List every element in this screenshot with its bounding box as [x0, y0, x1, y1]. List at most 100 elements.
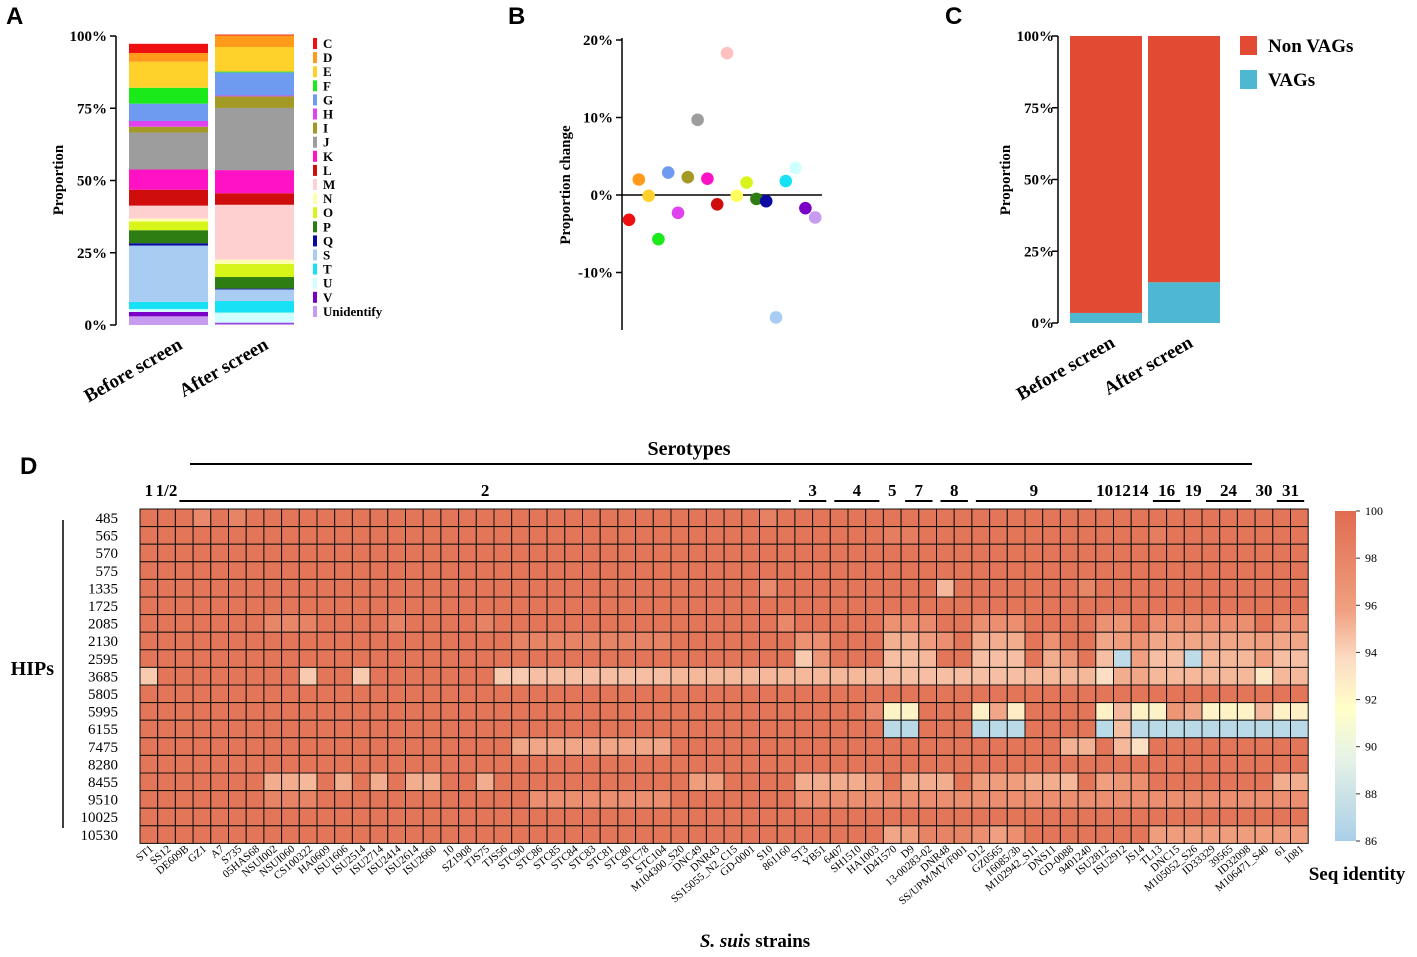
d-cell-485-gd-0001: [741, 508, 760, 528]
a-bar-segment-f: [215, 71, 294, 73]
d-column-label: GZ1: [186, 843, 209, 865]
b-point-f: [652, 232, 665, 246]
d-cell-10025-ss-upm-my-f001: [953, 807, 973, 827]
d-cell-8455-stc85: [546, 772, 566, 792]
d-cell-485-m102942-s11: [1024, 508, 1044, 528]
d-cell-8280-stc86: [528, 754, 548, 774]
d-cell-8280-s10: [759, 754, 778, 774]
d-cell-2595-stc84: [564, 649, 583, 668]
d-cell-570-tl13: [1148, 543, 1168, 563]
a-legend-label-c: C: [323, 36, 332, 51]
d-cell-565-yb51: [812, 526, 831, 545]
d-cell-485-d9: [900, 508, 920, 528]
d-cell-3685-ha0609: [316, 666, 336, 686]
d-cell-7475-sh1510: [847, 737, 867, 756]
d-cell-10025-st3: [794, 807, 814, 827]
d-cell-10530-id32098: [1236, 825, 1256, 844]
panel-label-d: D: [20, 453, 37, 480]
a-bar-segment-q: [215, 288, 294, 290]
d-cell-9510-6407: [829, 790, 849, 809]
d-cell-10530-dnc49: [688, 825, 707, 844]
d-cell-565-stc86: [528, 526, 548, 545]
d-cell-2130-gd-0001: [741, 631, 760, 651]
d-cell-8280-m104300-s20: [670, 754, 690, 774]
d-cell-6155-id33329: [1201, 719, 1221, 739]
d-cell-10025-nsui060: [281, 807, 300, 827]
a-bar-segment-v: [129, 311, 208, 317]
d-cell-575-s10: [759, 561, 778, 580]
d-cell-10025-861160: [776, 807, 796, 827]
d-cell-3685-yb51: [812, 666, 831, 686]
d-cell-575-nsui002: [263, 561, 283, 580]
d-cell-5805-isu2514: [351, 684, 371, 704]
d-cell-9510-stc85: [546, 790, 566, 809]
d-cell-1335-stc83: [582, 578, 601, 598]
b-y-tick-label: 0%: [591, 188, 614, 204]
d-cell-5995-isu2714: [369, 702, 389, 721]
d-cell-7475-stc78: [635, 737, 654, 756]
d-cell-6155-isu2660: [422, 719, 442, 739]
a-legend-swatch-h: [313, 108, 317, 120]
d-cell-2085-1081: [1290, 614, 1309, 633]
d-cell-2595-1081: [1290, 649, 1309, 668]
d-cell-5805-sh1510: [847, 684, 867, 704]
d-cell-2130-stc78: [635, 631, 654, 651]
d-cell-8455-s735: [228, 772, 247, 792]
d-cell-8455-isu2660: [422, 772, 442, 792]
d-cell-1335-st3: [794, 578, 814, 598]
d-cell-8455-ss12: [157, 772, 176, 792]
d-cell-575-m104300-s20: [670, 561, 690, 580]
d-cell-8280-9401240: [1077, 754, 1097, 774]
d-cell-2130-tjs56: [493, 631, 513, 651]
d-cell-8455-id33329: [1201, 772, 1221, 792]
d-cell-9510-05has68: [245, 790, 265, 809]
d-cell-575-stc104: [652, 561, 672, 580]
d-cell-8455-6407: [829, 772, 849, 792]
d-cell-575-tl13: [1148, 561, 1168, 580]
d-cell-1335-1081: [1290, 578, 1309, 598]
d-cell-2595-js14: [1130, 649, 1150, 668]
d-cell-7475-nsui060: [281, 737, 300, 756]
d-cell-8280-s735: [228, 754, 247, 774]
d-cell-5995-gz1: [192, 702, 212, 721]
d-cell-1725-gz1: [192, 596, 212, 616]
a-legend-label-v: V: [323, 290, 333, 305]
d-cell-2595-m102942-s11: [1024, 649, 1044, 668]
d-cell-1335-stc84: [564, 578, 583, 598]
d-cell-2130-stc104: [652, 631, 672, 651]
d-cell-2085-ss12: [157, 614, 176, 633]
d-cell-10530-stc81: [599, 825, 619, 844]
d-cell-8280-st3: [794, 754, 814, 774]
d-cell-5995-d9: [900, 702, 920, 721]
a-bar-segment-p: [129, 230, 208, 244]
a-bar-segment-j: [215, 107, 294, 171]
d-cell-1335-gd-0088: [1059, 578, 1079, 598]
d-cell-3685-dnr48: [936, 666, 955, 686]
d-cell-10025-id33329: [1201, 807, 1221, 827]
d-cell-10530-isu2414: [387, 825, 406, 844]
d-cell-6155-isu2812: [1095, 719, 1115, 739]
d-cell-1335-isu2514: [351, 578, 371, 598]
d-cell-5995-id41570: [882, 702, 902, 721]
d-cell-3685-ha1003: [865, 666, 884, 686]
d-cell-570-id33329: [1201, 543, 1221, 563]
d-cell-6155-tl13: [1148, 719, 1168, 739]
d-cell-5995-10: [440, 702, 460, 721]
d-cell-3685-1081: [1290, 666, 1309, 686]
d-cell-570-tjs75: [475, 543, 495, 563]
a-legend-label-d: D: [323, 50, 332, 65]
d-cell-2130-ss15055-n2-c15: [723, 631, 743, 651]
d-cell-5995-gz0565: [989, 702, 1008, 721]
d-cell-2130-tl13: [1148, 631, 1168, 651]
d-cell-8455-gd-0001: [741, 772, 760, 792]
d-cell-7475-stc80: [617, 737, 637, 756]
d-cell-8455-stc90: [511, 772, 530, 792]
d-cell-7475-sz1908: [458, 737, 477, 756]
d-colorbar-tick-label: 100: [1365, 504, 1383, 518]
d-cell-8280-16085-3b: [1006, 754, 1026, 774]
d-cell-8280-tjs56: [493, 754, 513, 774]
d-chart-title: Serotypes: [648, 438, 731, 460]
d-cell-1335-d12: [971, 578, 991, 598]
d-cell-2085-dns11: [1042, 614, 1061, 633]
d-cell-575-st1: [139, 561, 159, 580]
